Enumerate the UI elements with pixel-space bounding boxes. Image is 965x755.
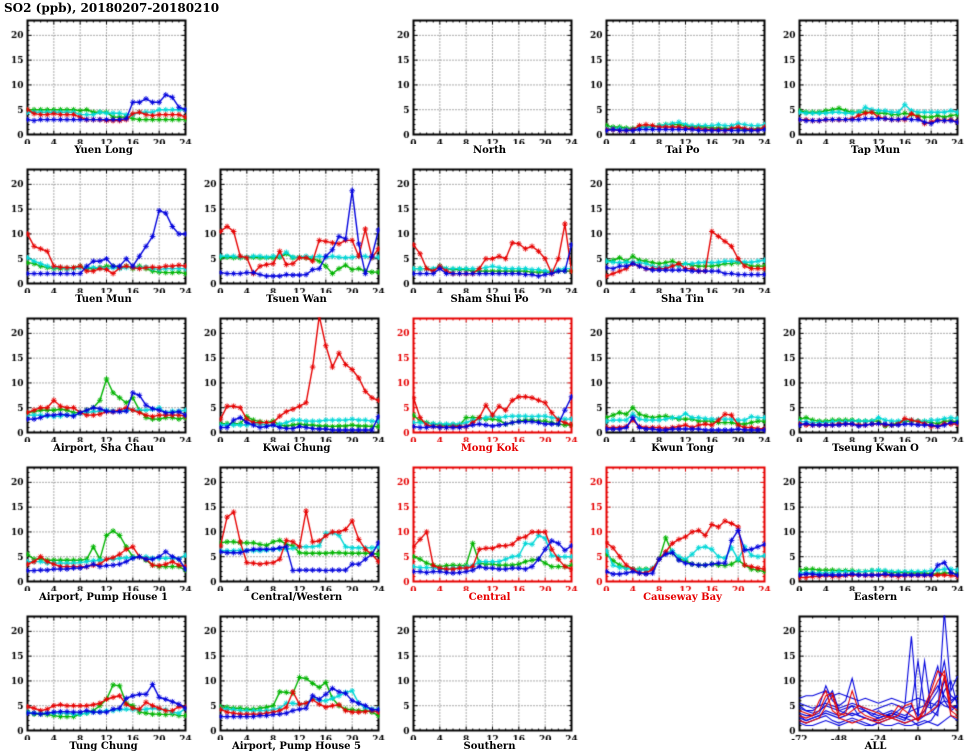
chart-canvas-kwai-chung [193,306,386,442]
chart-canvas-southern [386,604,579,740]
chart-canvas-yuen-long [0,8,193,144]
chart-canvas-eastern [772,455,965,591]
chart-canvas-kwun-tong [579,306,772,442]
chart-canvas-tap-mun [772,8,965,144]
chart-panel-north: North [386,8,579,157]
chart-panel-airport-sha-chau: Airport, Sha Chau [0,306,193,455]
chart-title-eastern: Eastern [853,592,898,603]
chart-canvas-tuen-mun [0,157,193,293]
chart-panel-sham-shui-po: Sham Shui Po [386,157,579,306]
chart-panel-southern: Southern [386,604,579,753]
chart-title-north: North [473,145,506,156]
chart-canvas-causeway-bay [579,455,772,591]
chart-canvas-airport-sha-chau [0,306,193,442]
chart-panel-tuen-mun: Tuen Mun [0,157,193,306]
chart-canvas-tseung-kwan-o [772,306,965,442]
chart-title-tsuen-wan: Tsuen Wan [266,294,327,305]
chart-title-yuen-long: Yuen Long [74,145,133,156]
chart-panel-tung-chung: Tung Chung [0,604,193,753]
chart-canvas-all [772,604,965,740]
chart-canvas-sham-shui-po [386,157,579,293]
chart-panel-tap-mun: Tap Mun [772,8,965,157]
chart-title-causeway-bay: Causeway Bay [643,592,722,603]
chart-panel-airport-pump-house-5: Airport, Pump House 5 [193,604,386,753]
chart-panel-mong-kok: Mong Kok [386,306,579,455]
chart-title-mong-kok: Mong Kok [460,443,519,454]
chart-title-southern: Southern [463,741,516,752]
chart-title-tseung-kwan-o: Tseung Kwan O [832,443,919,454]
chart-panel-kwai-chung: Kwai Chung [193,306,386,455]
chart-panel-tai-po: Tai Po [579,8,772,157]
chart-canvas-central-western [193,455,386,591]
chart-title-tai-po: Tai Po [665,145,700,156]
chart-canvas-airport-pump-house-5 [193,604,386,740]
chart-title-all: ALL [864,741,887,752]
chart-canvas-central [386,455,579,591]
chart-title-tap-mun: Tap Mun [850,145,901,156]
chart-title-sham-shui-po: Sham Shui Po [450,294,529,305]
chart-panel-sha-tin: Sha Tin [579,157,772,306]
chart-panel-all: ALL [772,604,965,753]
chart-title-central: Central [468,592,511,603]
chart-panel-central: Central [386,455,579,604]
chart-title-airport-pump-house-5: Airport, Pump House 5 [231,741,361,752]
chart-canvas-sha-tin [579,157,772,293]
chart-title-kwun-tong: Kwun Tong [651,443,714,454]
chart-canvas-tung-chung [0,604,193,740]
chart-title-kwai-chung: Kwai Chung [262,443,331,454]
chart-title-airport-sha-chau: Airport, Sha Chau [53,443,154,454]
chart-panel-yuen-long: Yuen Long [0,8,193,157]
chart-panel-central-western: Central/Western [193,455,386,604]
chart-canvas-north [386,8,579,144]
chart-title-tuen-mun: Tuen Mun [75,294,132,305]
chart-title-sha-tin: Sha Tin [661,294,704,305]
charts-grid: Yuen Long North Tai Po Tap Mun Tuen Mun Tsuen… [0,8,965,753]
chart-title-tung-chung: Tung Chung [69,741,138,752]
chart-title-central-western: Central/Western [250,592,343,603]
chart-panel-kwun-tong: Kwun Tong [579,306,772,455]
chart-panel-tseung-kwan-o: Tseung Kwan O [772,306,965,455]
chart-canvas-tsuen-wan [193,157,386,293]
chart-panel-eastern: Eastern [772,455,965,604]
chart-panel-tsuen-wan: Tsuen Wan [193,157,386,306]
chart-canvas-tai-po [579,8,772,144]
chart-canvas-airport-pump-house-1 [0,455,193,591]
chart-title-airport-pump-house-1: Airport, Pump House 1 [38,592,168,603]
chart-canvas-mong-kok [386,306,579,442]
chart-panel-causeway-bay: Causeway Bay [579,455,772,604]
chart-panel-airport-pump-house-1: Airport, Pump House 1 [0,455,193,604]
